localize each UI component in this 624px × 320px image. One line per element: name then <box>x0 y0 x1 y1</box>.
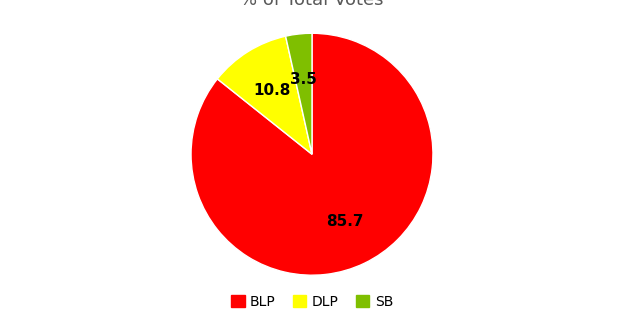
Wedge shape <box>217 36 312 154</box>
Wedge shape <box>286 33 312 154</box>
Text: 3.5: 3.5 <box>290 72 317 87</box>
Wedge shape <box>191 33 433 275</box>
Legend: BLP, DLP, SB: BLP, DLP, SB <box>225 289 399 314</box>
Text: 10.8: 10.8 <box>253 83 291 98</box>
Title: % of Total Votes: % of Total Votes <box>240 0 384 9</box>
Text: 85.7: 85.7 <box>326 214 363 229</box>
